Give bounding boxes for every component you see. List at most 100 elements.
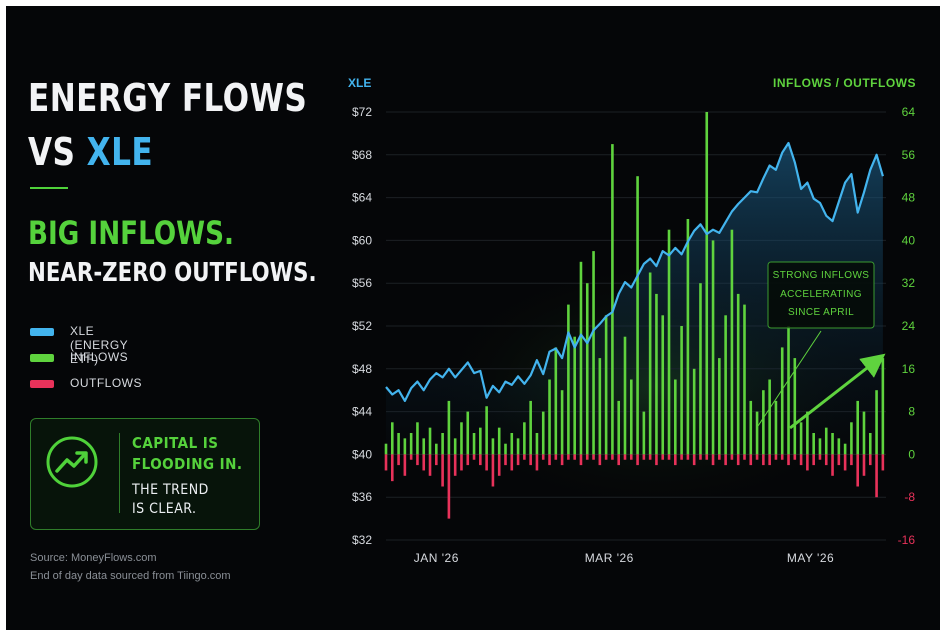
legend-label: INFLOWS xyxy=(70,350,129,364)
outflow-bar xyxy=(856,454,859,487)
inflow-bar xyxy=(661,315,665,455)
inflow-bar xyxy=(648,272,652,455)
annotation-line: ACCELERATING xyxy=(780,289,862,300)
subhead-line1: BIG INFLOWS. xyxy=(28,214,234,252)
inflow-bar xyxy=(453,438,457,455)
outflow-bar xyxy=(567,454,570,460)
inflow-bar xyxy=(504,443,507,455)
inflow-bar xyxy=(598,358,602,455)
inflow-bars xyxy=(384,112,885,455)
callout-headline: CAPITAL IS FLOODING IN. xyxy=(132,433,242,475)
inflow-bar xyxy=(674,379,677,455)
inflow-bar xyxy=(428,427,432,455)
right-axis-tick: 64 xyxy=(902,105,916,119)
outflow-bar xyxy=(642,454,646,460)
callout-headline-line: FLOODING IN. xyxy=(132,455,243,473)
outflow-bar xyxy=(592,454,595,460)
inflow-bar xyxy=(390,422,394,455)
inflow-bar xyxy=(479,427,482,455)
inflow-bar xyxy=(636,176,639,455)
outflow-bar xyxy=(573,454,576,460)
inflow-bar xyxy=(655,293,658,455)
outflow-bar xyxy=(397,454,400,466)
inflow-bar xyxy=(592,251,595,455)
legend-label: OUTFLOWS xyxy=(70,376,142,390)
inflow-bar xyxy=(862,411,866,455)
outflow-bar xyxy=(806,454,809,471)
right-axis-tick: 56 xyxy=(902,148,916,162)
inflow-bar xyxy=(567,304,570,455)
outflow-bar xyxy=(881,454,885,471)
outflow-bar xyxy=(384,454,388,471)
outflow-bar xyxy=(780,454,784,460)
trending-up-icon xyxy=(46,436,98,488)
outflow-bar xyxy=(705,454,709,460)
outflow-bar xyxy=(529,454,532,466)
inflow-bar xyxy=(736,293,740,455)
left-axis-tick: $44 xyxy=(352,405,372,419)
inflow-bar xyxy=(535,433,539,455)
annotation-line: STRONG INFLOWS xyxy=(773,270,870,281)
right-axis-tick: 48 xyxy=(902,191,916,205)
outflow-bar xyxy=(617,454,621,466)
outflow-bar xyxy=(655,454,658,466)
outflow-bar xyxy=(428,454,432,476)
inflow-bar xyxy=(485,406,488,455)
inflow-bar xyxy=(780,347,784,455)
source-line: End of day data sourced from Tiingo.com xyxy=(30,570,231,582)
outflow-bar xyxy=(510,454,514,471)
outflow-bar xyxy=(516,454,520,466)
right-axis-tick: 32 xyxy=(902,276,916,290)
outflow-bar xyxy=(472,454,476,460)
outflow-bar xyxy=(843,454,847,471)
left-axis-tick: $60 xyxy=(352,233,372,247)
outflow-bar xyxy=(875,454,878,498)
x-axis-tick: MAR '26 xyxy=(585,551,634,565)
outflow-bar xyxy=(699,454,702,460)
infographic: ENERGY FLOWS VS XLE BIG INFLOWS. NEAR-ZE… xyxy=(6,6,940,630)
outflow-bar xyxy=(730,454,734,460)
inflow-bar xyxy=(579,261,583,455)
right-axis-tick: 16 xyxy=(902,362,916,376)
callout-body: THE TREND IS CLEAR. xyxy=(132,481,209,519)
inflow-bar xyxy=(422,438,426,455)
inflow-bar xyxy=(460,422,463,455)
inflow-bar xyxy=(806,411,809,455)
outflow-bar xyxy=(491,454,495,487)
inflow-bar xyxy=(881,358,885,455)
callout-box: CAPITAL IS FLOODING IN. THE TREND IS CLE… xyxy=(30,418,260,530)
inflow-bar xyxy=(623,336,627,455)
left-axis-tick: $52 xyxy=(352,319,372,333)
outflow-bar xyxy=(523,454,526,460)
inflow-bar xyxy=(774,400,778,455)
inflow-bar xyxy=(768,379,771,455)
right-axis-tick: 8 xyxy=(908,405,915,419)
outflow-bar xyxy=(535,454,539,471)
outflow-bar xyxy=(409,454,413,460)
outflow-bar xyxy=(623,454,627,460)
inflow-bar xyxy=(441,433,444,455)
outflow-bar xyxy=(774,454,778,460)
outflow-bar xyxy=(585,454,589,460)
inflow-bar xyxy=(699,283,702,455)
axis-labels: $72 64 $68 56 $64 48 $60 40 $56 32 $52 24 $48 16 $44 8 $… xyxy=(352,105,915,565)
inflow-bar xyxy=(711,240,715,455)
right-axis-tick: -16 xyxy=(898,533,916,547)
inflow-bar xyxy=(843,443,847,455)
outflow-bar xyxy=(648,454,652,460)
right-axis-tick: 24 xyxy=(902,319,916,333)
inflow-bar xyxy=(724,315,727,455)
headline-accent: XLE xyxy=(86,130,154,174)
left-axis-tick: $40 xyxy=(352,447,372,461)
inflow-bar xyxy=(705,112,709,455)
left-axis-tick: $72 xyxy=(352,105,372,119)
inflow-bar xyxy=(510,433,514,455)
annotation-box: STRONG INFLOWS ACCELERATING SINCE APRIL xyxy=(767,261,875,329)
outflow-bar xyxy=(390,454,394,482)
inflow-bar xyxy=(850,422,853,455)
outflow-bar xyxy=(799,454,803,466)
subhead-line2: NEAR-ZERO OUTFLOWS. xyxy=(28,258,317,288)
outflow-bar xyxy=(755,454,759,460)
callout-body-line: THE TREND xyxy=(132,482,209,498)
outflow-bar xyxy=(611,454,614,460)
